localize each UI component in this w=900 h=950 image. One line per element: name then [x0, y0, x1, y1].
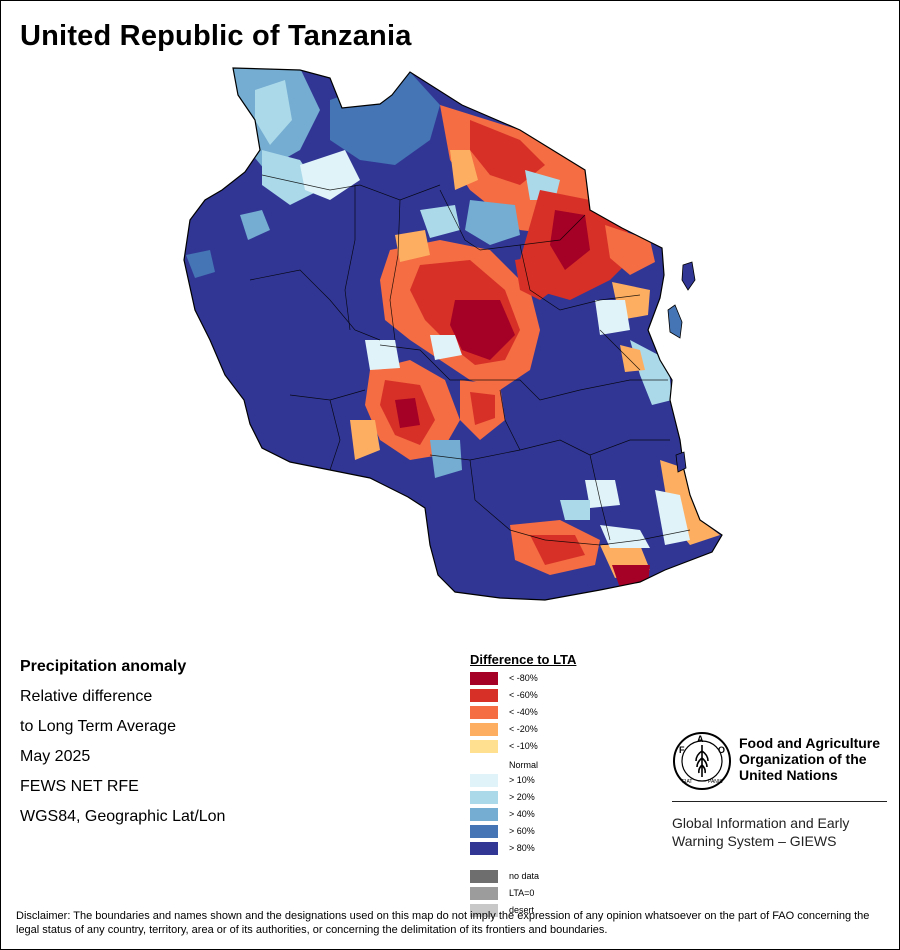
legend-item-normal: Normal: [470, 757, 670, 774]
fao-logo-letter: F: [679, 745, 685, 755]
legend-label: no data: [509, 871, 540, 881]
legend-swatch: [470, 740, 498, 753]
info-line: WGS84, Geographic Lat/Lon: [20, 808, 226, 825]
fao-logo-motto: FIAT: [682, 779, 692, 785]
tanzania-anomaly-map: [183, 67, 723, 601]
legend-label: > 80%: [509, 843, 535, 853]
legend-item: LTA=0: [470, 887, 670, 904]
legend-swatch: [470, 706, 498, 719]
legend-swatch: [470, 774, 498, 787]
legend-swatch: [470, 904, 498, 917]
legend-item: > 40%: [470, 808, 670, 825]
info-line: May 2025: [20, 748, 91, 765]
legend-label: Normal: [509, 760, 539, 770]
fao-logo-icon: F A O FIAT PANIS: [673, 732, 731, 790]
legend-label: > 60%: [509, 826, 535, 836]
legend-label: < -80%: [509, 673, 538, 683]
legend-item: < -40%: [470, 706, 670, 723]
giews-line: Global Information and Early: [672, 815, 850, 831]
legend-item: < -10%: [470, 740, 670, 757]
info-heading: Precipitation anomaly: [20, 658, 187, 675]
legend-swatch: [470, 842, 498, 855]
legend-label: LTA=0: [509, 888, 535, 898]
map-title: United Republic of Tanzania: [20, 20, 412, 52]
legend-swatch: [470, 672, 498, 685]
fao-name-line: Food and Agriculture: [739, 735, 881, 751]
info-line: Relative difference: [20, 688, 153, 705]
legend-item: < -60%: [470, 689, 670, 706]
info-line: FEWS NET RFE: [20, 778, 139, 795]
giews-line: Warning System – GIEWS: [672, 833, 837, 849]
legend-title: Difference to LTA: [470, 652, 577, 667]
legend-swatch: [470, 825, 498, 838]
legend-item: desert: [470, 904, 670, 921]
legend-item: > 10%: [470, 774, 670, 791]
map-info: Precipitation anomaly Relative differenc…: [20, 656, 350, 836]
legend-swatch: [470, 870, 498, 883]
giews-label: Global Information and Early Warning Sys…: [672, 814, 849, 850]
fao-logo-letter: O: [718, 745, 725, 755]
legend-label: < -20%: [509, 724, 538, 734]
legend-swatch: [470, 791, 498, 804]
legend-swatch: [470, 887, 498, 900]
legend-label: > 20%: [509, 792, 535, 802]
fao-logo-motto: PANIS: [708, 779, 723, 785]
legend-item: < -80%: [470, 672, 670, 689]
legend-label: > 40%: [509, 809, 535, 819]
legend-swatch: [470, 723, 498, 736]
legend-item: > 80%: [470, 842, 670, 859]
fao-name-line: Organization of the: [739, 751, 867, 767]
disclaimer: Disclaimer: The boundaries and names sho…: [16, 910, 870, 936]
legend-label: < -40%: [509, 707, 538, 717]
fao-logo-letter: A: [697, 734, 704, 744]
divider: [672, 801, 887, 802]
legend-item: > 20%: [470, 791, 670, 808]
legend-label: > 10%: [509, 775, 535, 785]
legend-item: < -20%: [470, 723, 670, 740]
legend-swatch: [470, 808, 498, 821]
legend: Difference to LTA < -80% < -60% < -40% < -2…: [470, 652, 670, 921]
legend-label: desert: [509, 905, 535, 915]
fao-organization-name: Food and Agriculture Organization of the…: [739, 735, 880, 783]
legend-swatch: [470, 689, 498, 702]
legend-label: < -60%: [509, 690, 538, 700]
fao-name-line: United Nations: [739, 767, 838, 783]
legend-item: > 60%: [470, 825, 670, 842]
info-line: to Long Term Average: [20, 718, 176, 735]
legend-item: no data: [470, 870, 670, 887]
legend-label: < -10%: [509, 741, 538, 751]
